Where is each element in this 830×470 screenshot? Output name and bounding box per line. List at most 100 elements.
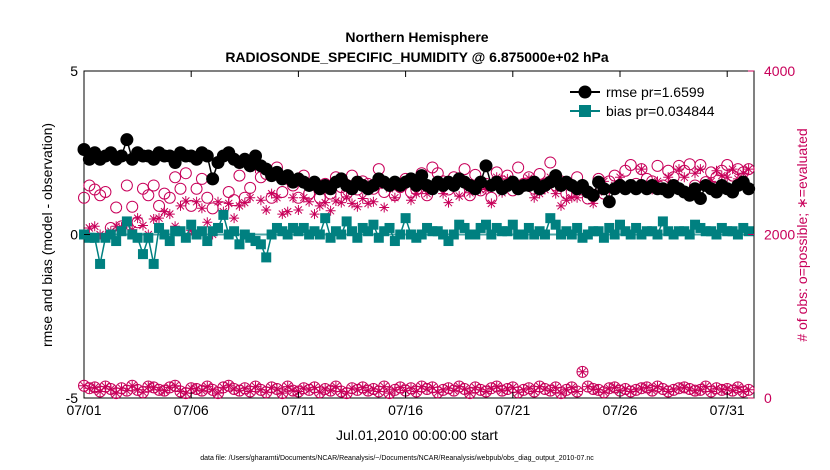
bias-point <box>625 229 636 240</box>
obs-evaluated-low-marker <box>443 383 454 394</box>
obs-evaluated-low-marker <box>159 385 170 396</box>
obs-evaluated-marker <box>298 192 309 203</box>
rmse-point <box>249 149 263 163</box>
bias-point <box>534 226 545 237</box>
obs-evaluated-low-marker <box>711 383 722 394</box>
obs-evaluated-low-group <box>79 366 754 399</box>
bias-point <box>132 232 143 243</box>
bias-point <box>180 232 191 243</box>
obs-evaluated-low-marker <box>518 384 529 395</box>
bias-point <box>325 232 336 243</box>
bias-point <box>668 229 679 240</box>
bias-point <box>743 226 754 237</box>
obs-evaluated-low-marker <box>406 383 416 394</box>
rmse-point <box>200 149 214 163</box>
obs-evaluated-low-marker <box>684 384 695 394</box>
bias-point <box>405 229 416 240</box>
obs-evaluated-low-marker <box>486 383 497 394</box>
obs-evaluated-marker <box>706 176 717 187</box>
obs-evaluated-marker <box>422 188 432 199</box>
bias-point <box>341 216 352 227</box>
obs-evaluated-low-marker <box>566 382 577 393</box>
bias-point <box>593 226 604 237</box>
bias-point <box>507 219 518 230</box>
obs-evaluated-marker <box>272 192 282 203</box>
bias-point <box>164 236 175 247</box>
obs-evaluated-marker <box>481 184 491 195</box>
obs-evaluated-low-marker <box>105 384 116 394</box>
obs-possible-marker <box>147 179 160 192</box>
bias-point <box>416 229 427 240</box>
obs-evaluated-low-marker <box>132 384 143 395</box>
bias-point <box>727 226 738 237</box>
bias-point <box>609 229 620 240</box>
obs-evaluated-low-marker <box>663 386 674 397</box>
obs-evaluated-low-marker <box>550 382 561 393</box>
bias-point <box>679 226 690 237</box>
bias-point <box>347 226 357 237</box>
obs-evaluated-low-marker <box>722 384 733 394</box>
bias-point <box>84 232 95 243</box>
obs-evaluated-low-marker <box>540 384 550 394</box>
obs-possible-marker <box>195 172 208 185</box>
obs-evaluated-low-marker <box>309 382 320 393</box>
bias-point <box>566 229 577 240</box>
obs-evaluated-low-marker <box>191 384 202 394</box>
obs-evaluated-marker <box>523 173 534 184</box>
obs-possible-marker <box>651 159 664 172</box>
x-tick-label: 07/21 <box>495 402 530 418</box>
obs-evaluated-marker <box>320 197 331 208</box>
obs-evaluated-low-marker <box>657 384 668 394</box>
obs-evaluated-marker <box>330 196 341 206</box>
obs-evaluated-marker <box>727 164 738 175</box>
obs-evaluated-marker <box>341 191 352 202</box>
obs-evaluated-marker <box>191 196 202 207</box>
obs-evaluated-low-marker <box>261 387 272 398</box>
obs-evaluated-marker <box>663 172 674 183</box>
obs-evaluated-low-marker <box>325 385 336 396</box>
obs-evaluated-low-marker <box>577 366 588 377</box>
bias-point <box>159 229 170 240</box>
obs-evaluated-low-marker <box>652 381 663 392</box>
y-tick-label: -5 <box>66 390 79 406</box>
bias-point <box>175 226 186 237</box>
bias-point <box>464 229 475 240</box>
obs-evaluated-marker <box>255 195 266 206</box>
obs-evaluated-marker <box>411 188 422 199</box>
obs-evaluated-low-marker <box>234 385 245 396</box>
obs-evaluated-low-marker <box>679 382 690 393</box>
bias-point <box>631 222 642 233</box>
obs-evaluated-low-marker <box>255 384 266 395</box>
bias-markers <box>79 209 754 269</box>
obs-evaluated-marker <box>84 223 95 233</box>
obs-evaluated-marker <box>138 220 148 231</box>
obs-evaluated-low-marker <box>218 382 229 393</box>
obs-evaluated-low-marker <box>111 388 122 399</box>
obs-evaluated-marker <box>695 164 706 175</box>
obs-evaluated-marker <box>357 193 368 204</box>
bias-point <box>738 222 749 233</box>
bias-point <box>454 219 465 230</box>
bias-point <box>695 222 706 233</box>
obs-evaluated-low-marker <box>497 385 508 396</box>
obs-evaluated-marker <box>550 188 561 199</box>
obs-evaluated-low-marker <box>186 383 197 394</box>
bias-point <box>314 229 325 240</box>
obs-evaluated-marker <box>245 192 256 203</box>
obs-evaluated-marker <box>213 196 223 207</box>
obs-evaluated-marker <box>716 170 727 181</box>
bias-point <box>582 229 593 240</box>
bias-point <box>234 239 245 250</box>
obs-evaluated-low-marker <box>732 382 743 393</box>
obs-possible-marker <box>624 159 637 172</box>
bias-point <box>497 226 508 237</box>
rmse-point <box>693 192 707 206</box>
obs-evaluated-low-marker <box>357 382 368 393</box>
bias-point <box>422 222 433 233</box>
obs-evaluated-low-marker <box>438 384 449 395</box>
y-axis: -5 0 5 <box>66 63 90 406</box>
y2-tick-label: 4000 <box>764 63 795 79</box>
obs-evaluated-low-marker <box>625 386 636 397</box>
obs-evaluated-low-marker <box>164 382 175 393</box>
